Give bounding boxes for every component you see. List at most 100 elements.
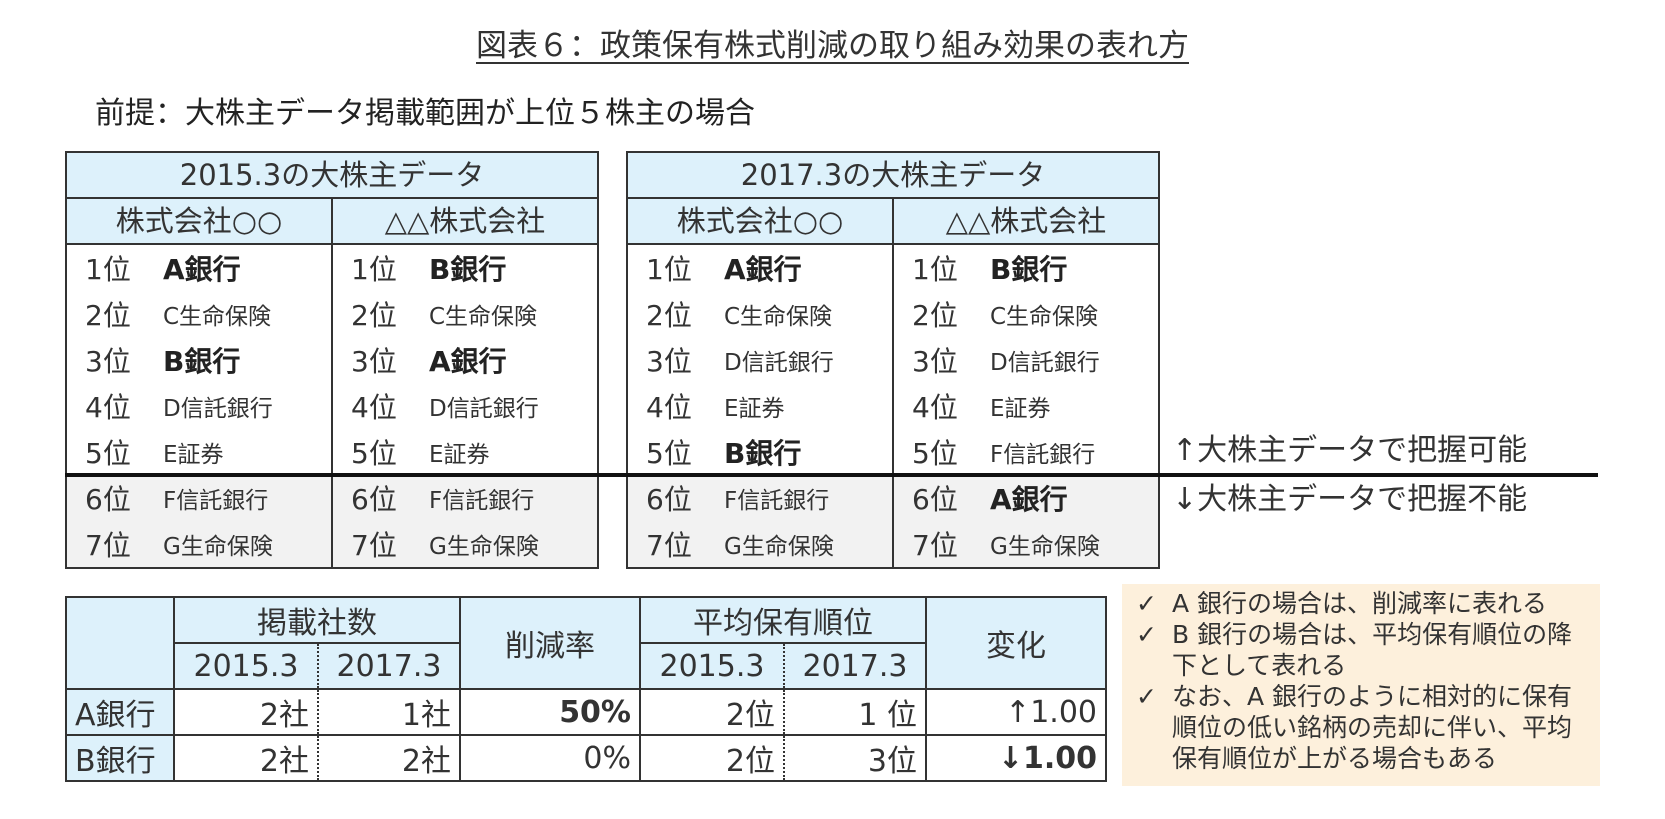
rank-number: 5位 [351,437,397,470]
rank-row: 3位 D信託銀行 [894,337,1158,383]
rank-number: 1位 [351,253,397,286]
rank-change: ↑1.00 [925,688,1107,736]
rank-row: 5位 B銀行 [628,429,892,475]
panel-box: 2017.3の大株主データ 株式会社○○ △△株式会社 1位 A銀行 2位 C生命保… [626,151,1160,569]
rank-number: 2位 [646,299,692,332]
panel-2015: 2015.3の大株主データ 株式会社○○ △△株式会社 1位 A銀行 2位 C生命保… [65,151,599,569]
holder-name: C生命保険 [990,304,1099,330]
check-icon: ✓ [1136,682,1157,711]
rank-row: 3位 D信託銀行 [628,337,892,383]
rank-number: 6位 [912,483,958,516]
rank-column: 1位 B銀行 2位 C生命保険 3位 A銀行 4位 D信託銀行 5位 E証券 6位 F信託銀… [331,245,597,567]
rank-number: 3位 [646,345,692,378]
rank-number: 7位 [646,529,692,562]
holder-name: G生命保険 [163,534,273,560]
header-year-2015: 2015.3 [639,642,785,690]
rank-number: 4位 [912,391,958,424]
rank-row: 4位 D信託銀行 [333,383,597,429]
reduction-rate: 0% [459,734,641,782]
note-text: A 銀行の場合は、削減率に表れる [1172,589,1548,618]
holder-name: E証券 [724,396,785,422]
rank-row: 6位 F信託銀行 [67,475,331,521]
note-item: ✓ A 銀行の場合は、削減率に表れる [1136,588,1590,619]
table-row: A銀行 2社 1社 50% 2位 1 位 ↑1.00 [65,688,1107,736]
rank-row: 1位 B銀行 [333,245,597,291]
rank-row: 1位 B銀行 [894,245,1158,291]
rank-row: 4位 D信託銀行 [67,383,331,429]
count-2017: 2社 [317,734,461,782]
rank-number: 6位 [85,483,131,516]
count-2017: 1社 [317,688,461,736]
rank-row: 6位 F信託銀行 [628,475,892,521]
check-icon: ✓ [1136,620,1157,649]
holder-name: D信託銀行 [429,396,539,422]
rank-row: 4位 E証券 [894,383,1158,429]
rank-number: 2位 [912,299,958,332]
notes-box: ✓ A 銀行の場合は、削減率に表れる ✓ B 銀行の場合は、平均保有順位の降下と… [1122,584,1600,786]
holder-name: E証券 [429,442,490,468]
count-2015: 2社 [173,688,319,736]
rank-row: 5位 F信託銀行 [894,429,1158,475]
company-name: 株式会社○○ [676,204,844,238]
panel-header: 2015.3の大株主データ [67,153,597,199]
note-item: ✓ B 銀行の場合は、平均保有順位の降下として表れる [1136,619,1590,681]
rank-change: ↓1.00 [925,734,1107,782]
rank-column: 1位 B銀行 2位 C生命保険 3位 D信託銀行 4位 E証券 5位 F信託銀行 6位 A銀… [892,245,1158,567]
rank-row: 7位 G生命保険 [333,521,597,567]
rank-row: 5位 E証券 [67,429,331,475]
avg-rank-2017: 3位 [783,734,927,782]
holder-name: E証券 [163,442,224,468]
summary-table: 掲載社数 削減率 平均保有順位 変化 2015.3 2017.3 2015.3 … [65,596,1107,782]
rank-column: 1位 A銀行 2位 C生命保険 3位 B銀行 4位 D信託銀行 5位 E証券 6位 F信託銀… [67,245,331,567]
rank-number: 7位 [912,529,958,562]
holder-name: E証券 [990,396,1051,422]
reduction-rate: 50% [459,688,641,736]
holder-name: C生命保険 [163,304,272,330]
rank-number: 5位 [912,437,958,470]
rank-row: 6位 A銀行 [894,475,1158,521]
rank-number: 6位 [351,483,397,516]
rank-number: 4位 [351,391,397,424]
rank-row: 6位 F信託銀行 [333,475,597,521]
rank-row: 4位 E証券 [628,383,892,429]
holder-name: A銀行 [990,483,1068,516]
holder-name: F信託銀行 [990,442,1096,468]
rank-row: 2位 C生命保険 [894,291,1158,337]
note-text: B 銀行の場合は、平均保有順位の降下として表れる [1172,620,1573,680]
rank-number: 2位 [85,299,131,332]
holder-name: F信託銀行 [429,488,535,514]
rank-number: 3位 [351,345,397,378]
bank-label: A銀行 [65,688,175,736]
company-name: 株式会社○○ [115,204,283,238]
rank-number: 1位 [912,253,958,286]
holder-name: G生命保険 [724,534,834,560]
header-avg-rank: 平均保有順位 [639,596,927,644]
check-icon: ✓ [1136,589,1157,618]
premise-text: 前提：大株主データ掲載範囲が上位５株主の場合 [95,96,755,131]
rank-row: 5位 E証券 [333,429,597,475]
holder-name: G生命保険 [990,534,1100,560]
header-year-2017: 2017.3 [783,642,927,690]
header-change: 変化 [925,596,1107,690]
avg-rank-2015: 2位 [639,688,785,736]
rank-columns: 1位 A銀行 2位 C生命保険 3位 B銀行 4位 D信託銀行 5位 E証券 6位 F信託銀… [67,245,597,567]
company-header-row: 株式会社○○ △△株式会社 [628,199,1158,245]
holder-name: A銀行 [724,253,802,286]
avg-rank-2017: 1 位 [783,688,927,736]
corner-cell [65,596,175,690]
holder-name: B銀行 [990,253,1068,286]
count-2015: 2社 [173,734,319,782]
holder-name: G生命保険 [429,534,539,560]
holder-name: D信託銀行 [724,350,834,376]
rank-row: 3位 A銀行 [333,337,597,383]
holder-name: F信託銀行 [163,488,269,514]
rank-number: 4位 [85,391,131,424]
header-reduction-rate: 削減率 [459,596,641,690]
header-year-2017: 2017.3 [317,642,461,690]
rank-row: 3位 B銀行 [67,337,331,383]
rank-row: 7位 G生命保険 [628,521,892,567]
rank-row: 2位 C生命保険 [67,291,331,337]
panel-2017: 2017.3の大株主データ 株式会社○○ △△株式会社 1位 A銀行 2位 C生命保… [626,151,1160,569]
rank-number: 3位 [85,345,131,378]
rank-number: 7位 [351,529,397,562]
